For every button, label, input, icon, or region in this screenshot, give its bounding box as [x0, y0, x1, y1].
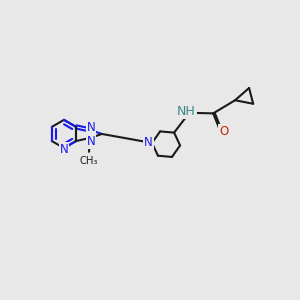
Text: N: N: [87, 135, 95, 148]
Text: NH: NH: [177, 104, 196, 118]
Text: N: N: [60, 143, 68, 156]
Text: N: N: [87, 121, 95, 134]
Text: O: O: [219, 125, 228, 138]
Text: CH₃: CH₃: [80, 156, 98, 166]
Text: N: N: [144, 136, 153, 149]
